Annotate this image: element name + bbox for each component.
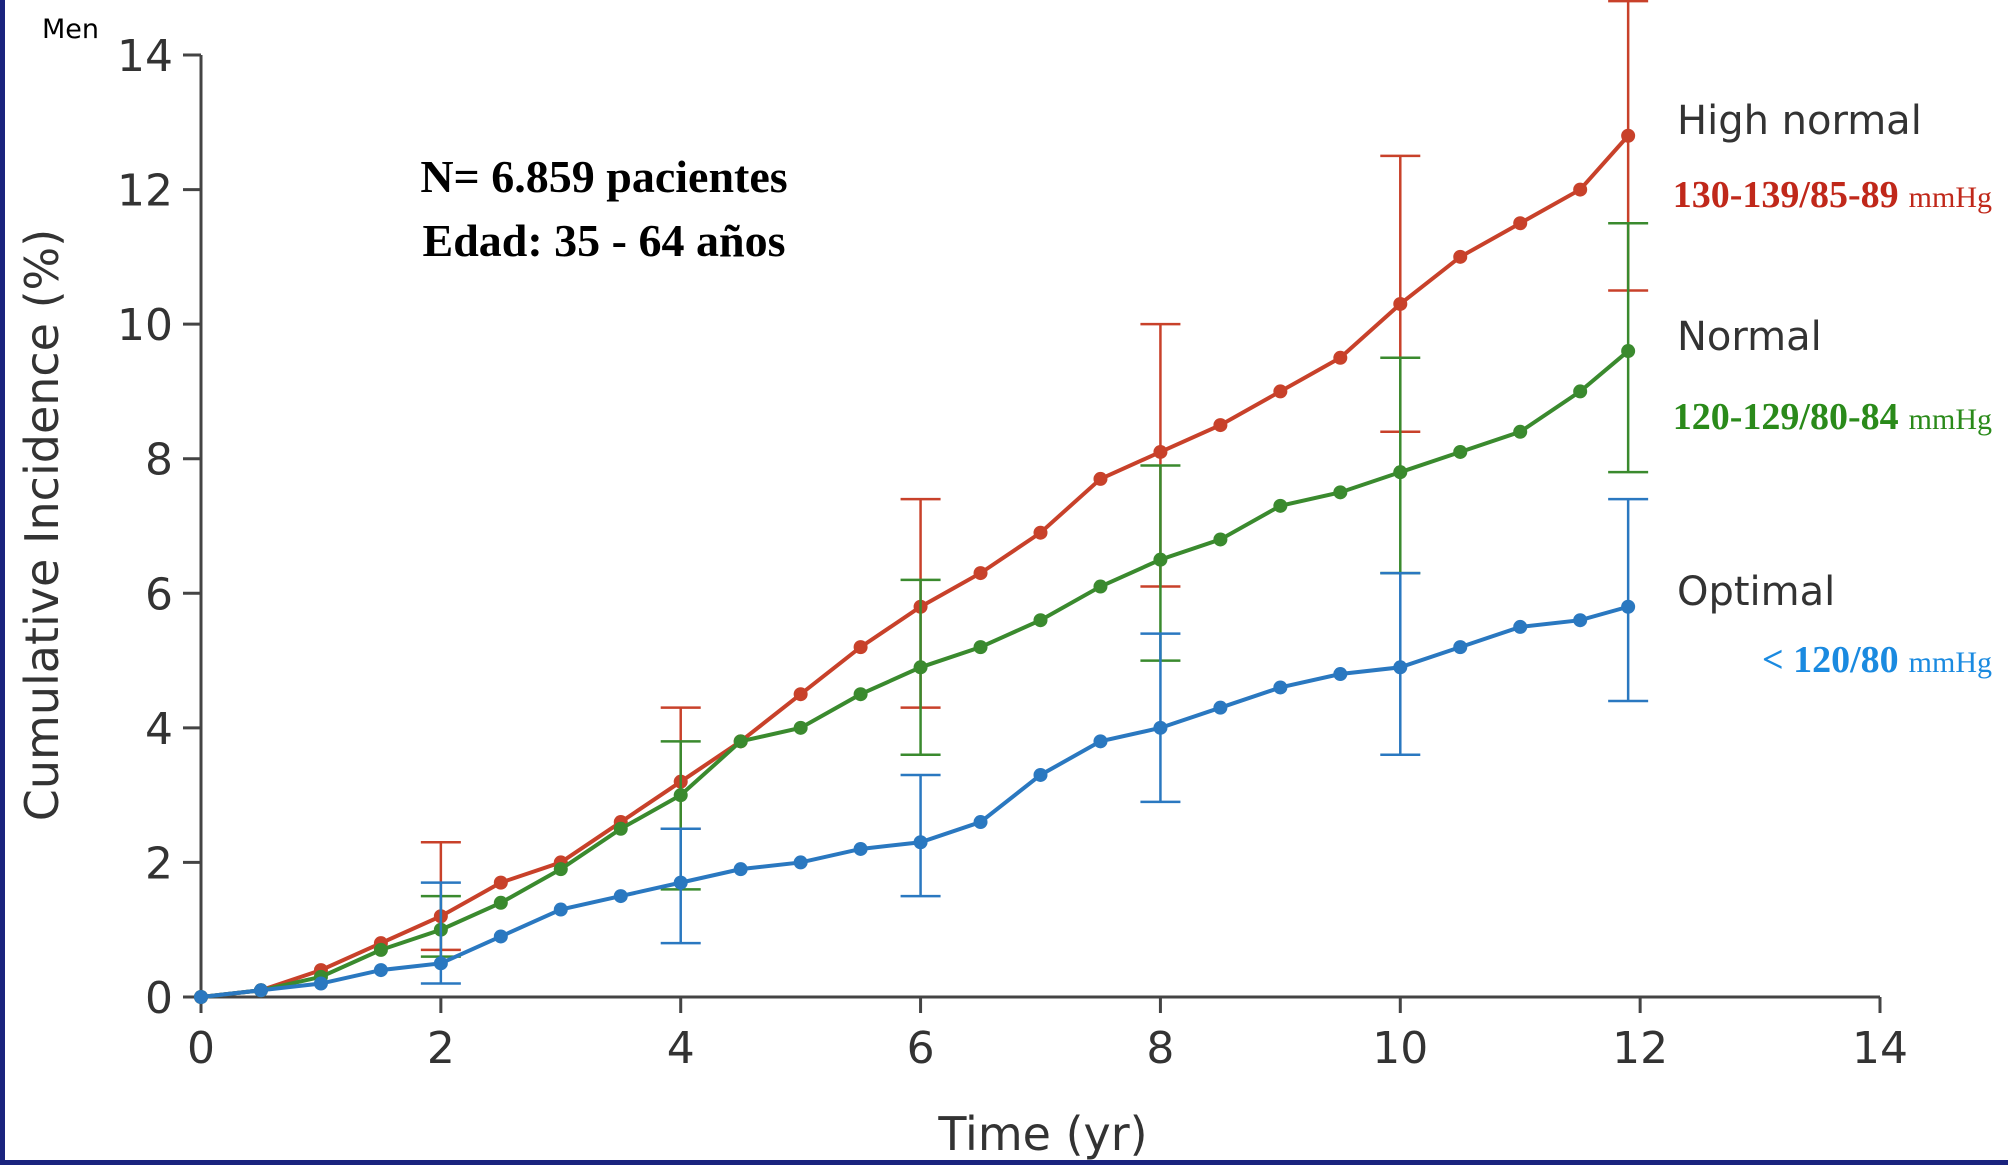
y-tick-label: 6: [145, 569, 173, 620]
point: [1153, 552, 1168, 567]
y-tick-label: 8: [145, 435, 173, 486]
point: [853, 687, 868, 702]
point: [673, 788, 688, 803]
point: [1393, 465, 1408, 480]
point: [1093, 734, 1108, 749]
point: [1513, 216, 1528, 231]
range-unit: mmHg: [1909, 403, 1992, 436]
x-tick-label: 2: [427, 1023, 455, 1074]
y-tick-label: 4: [145, 704, 173, 755]
series-range: 120-129/80-84 mmHg: [1673, 396, 1992, 438]
point: [1333, 667, 1348, 682]
point: [1153, 444, 1168, 459]
point: [493, 895, 508, 910]
point: [493, 875, 508, 890]
point: [1621, 599, 1636, 614]
point: [373, 963, 388, 978]
corner-label: Men: [42, 14, 99, 45]
x-tick-label: 10: [1372, 1023, 1428, 1074]
x-tick-label: 6: [907, 1023, 935, 1074]
frame-bottom: [0, 1160, 2008, 1165]
point: [1573, 182, 1588, 197]
range-value: < 120/80: [1762, 639, 1899, 681]
range-value: 130-139/85-89: [1673, 174, 1899, 216]
frame-left: [0, 0, 5, 1165]
point: [793, 687, 808, 702]
point: [1213, 700, 1228, 715]
point: [1033, 613, 1048, 628]
point: [553, 902, 568, 917]
x-tick-label: 8: [1146, 1023, 1174, 1074]
point: [1273, 498, 1288, 513]
point: [1453, 249, 1468, 264]
point: [853, 640, 868, 655]
point: [1153, 720, 1168, 735]
point: [1033, 525, 1048, 540]
point: [1621, 344, 1636, 359]
point: [1273, 384, 1288, 399]
point: [1093, 471, 1108, 486]
legend-label: Optimal: [1677, 569, 1835, 615]
point: [913, 835, 928, 850]
point: [1513, 619, 1528, 634]
annotation: N= 6.859 pacientes: [420, 151, 787, 202]
point: [793, 720, 808, 735]
series-range: 130-139/85-89 mmHg: [1673, 174, 1992, 216]
point: [973, 640, 988, 655]
point: [1333, 350, 1348, 365]
point: [194, 990, 208, 1004]
point: [1513, 424, 1528, 439]
point: [1033, 767, 1048, 782]
point: [1573, 613, 1588, 628]
series-range: < 120/80 mmHg: [1762, 639, 1992, 681]
point: [253, 983, 268, 998]
point: [733, 862, 748, 877]
x-axis-title: Time (yr): [937, 1107, 1147, 1161]
point: [553, 862, 568, 877]
point: [1213, 418, 1228, 433]
x-tick-label: 4: [667, 1023, 695, 1074]
y-tick-label: 12: [117, 166, 173, 217]
point: [373, 942, 388, 957]
point: [1393, 296, 1408, 311]
point: [613, 821, 628, 836]
point: [1393, 660, 1408, 675]
x-tick-label: 14: [1852, 1023, 1908, 1074]
point: [1333, 485, 1348, 500]
point: [1453, 640, 1468, 655]
point: [793, 855, 808, 870]
point: [973, 566, 988, 581]
point: [1213, 532, 1228, 547]
point: [493, 929, 508, 944]
point: [1273, 680, 1288, 695]
point: [1453, 444, 1468, 459]
legend-label: High normal: [1677, 98, 1922, 144]
y-tick-label: 14: [117, 31, 173, 82]
y-tick-label: 2: [145, 838, 173, 889]
point: [1093, 579, 1108, 594]
error-bar: [1140, 632, 1181, 804]
point: [973, 815, 988, 830]
annotation: Edad: 35 - 64 años: [423, 215, 786, 266]
range-unit: mmHg: [1909, 181, 1992, 214]
point: [913, 660, 928, 675]
range-value: 120-129/80-84: [1673, 396, 1899, 438]
point: [613, 889, 628, 904]
y-axis-title: Cumulative Incidence (%): [15, 229, 69, 821]
point: [433, 956, 448, 971]
x-tick-label: 12: [1612, 1023, 1668, 1074]
point: [853, 841, 868, 856]
point: [673, 875, 688, 890]
point: [733, 734, 748, 749]
y-tick-label: 0: [145, 973, 173, 1024]
point: [1621, 128, 1636, 143]
y-tick-label: 10: [117, 300, 173, 351]
range-unit: mmHg: [1909, 646, 1992, 679]
legend-label: Normal: [1677, 314, 1822, 360]
point: [1573, 384, 1588, 399]
x-tick-label: 0: [187, 1023, 215, 1074]
point: [313, 976, 328, 991]
